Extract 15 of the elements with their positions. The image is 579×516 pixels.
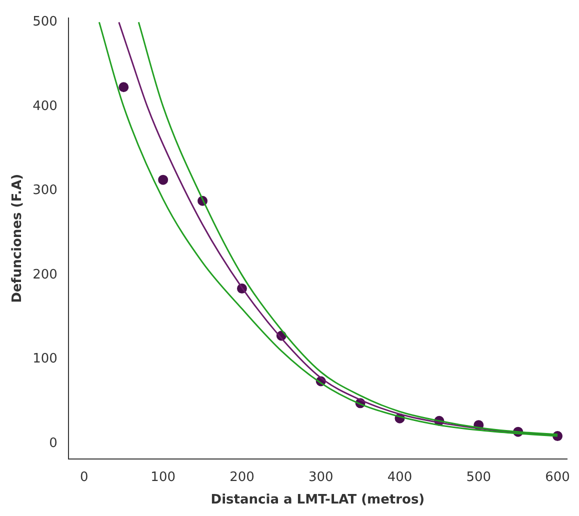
x-tick-label: 600 (545, 470, 570, 485)
x-axis-title: Distancia a LMT-LAT (metros) (210, 492, 425, 508)
y-tick-label: 200 (32, 267, 58, 282)
y-tick-label: 400 (32, 98, 58, 114)
y-tick-label: 100 (32, 352, 58, 367)
x-tick-label: 0 (80, 470, 88, 485)
x-tick-label: 400 (387, 470, 412, 485)
x-tick-label: 100 (150, 470, 176, 485)
x-tick-label: 300 (308, 470, 334, 485)
x-tick-label: 200 (230, 470, 254, 485)
y-axis-title: Defunciones (F.A) (10, 174, 26, 303)
y-tick-label: 0 (49, 436, 58, 452)
x-tick-label: 500 (466, 470, 492, 485)
y-tick-label: 300 (32, 183, 58, 198)
y-tick-label: 500 (32, 14, 58, 30)
